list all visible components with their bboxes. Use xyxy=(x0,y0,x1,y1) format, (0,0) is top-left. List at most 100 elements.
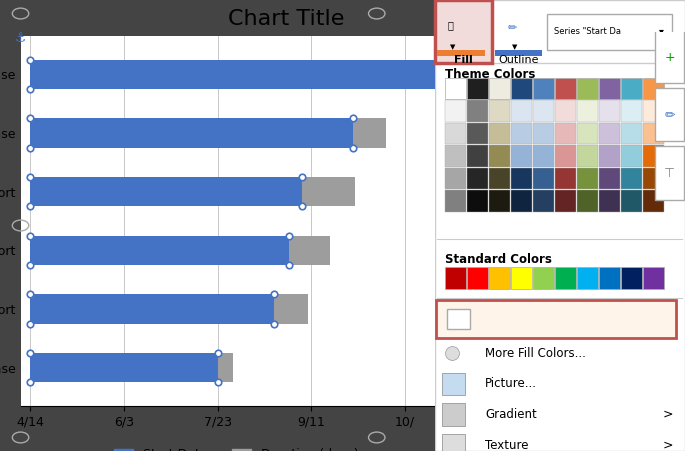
Bar xyxy=(443,434,465,451)
FancyBboxPatch shape xyxy=(599,123,620,144)
FancyBboxPatch shape xyxy=(599,145,620,167)
FancyBboxPatch shape xyxy=(643,123,664,144)
Point xyxy=(25,144,36,151)
Point xyxy=(25,350,36,357)
FancyBboxPatch shape xyxy=(489,168,510,189)
FancyBboxPatch shape xyxy=(511,145,532,167)
FancyBboxPatch shape xyxy=(489,78,510,99)
Point xyxy=(347,115,358,122)
FancyBboxPatch shape xyxy=(555,267,576,289)
FancyBboxPatch shape xyxy=(655,88,684,141)
Bar xyxy=(30,295,274,324)
Point xyxy=(297,173,308,180)
FancyBboxPatch shape xyxy=(599,78,620,99)
FancyBboxPatch shape xyxy=(447,309,470,329)
Text: ✏: ✏ xyxy=(664,109,675,122)
FancyBboxPatch shape xyxy=(489,123,510,144)
FancyBboxPatch shape xyxy=(511,168,532,189)
Text: +: + xyxy=(664,51,675,64)
Point xyxy=(212,350,223,357)
FancyBboxPatch shape xyxy=(577,123,598,144)
FancyBboxPatch shape xyxy=(555,100,576,122)
FancyBboxPatch shape xyxy=(533,123,554,144)
Text: 🪣: 🪣 xyxy=(447,20,453,30)
Text: ▼: ▼ xyxy=(512,44,518,51)
FancyBboxPatch shape xyxy=(555,190,576,212)
FancyBboxPatch shape xyxy=(511,78,532,99)
FancyBboxPatch shape xyxy=(577,78,598,99)
FancyBboxPatch shape xyxy=(643,78,664,99)
Point xyxy=(437,85,448,92)
FancyBboxPatch shape xyxy=(467,78,488,99)
FancyBboxPatch shape xyxy=(643,267,664,289)
FancyBboxPatch shape xyxy=(511,267,532,289)
Text: ⊤: ⊤ xyxy=(664,167,675,180)
FancyBboxPatch shape xyxy=(621,100,643,122)
Point xyxy=(25,232,36,239)
Text: >: > xyxy=(662,439,673,451)
Bar xyxy=(30,353,218,382)
Text: Chart Title: Chart Title xyxy=(228,9,345,29)
FancyBboxPatch shape xyxy=(621,123,643,144)
Point xyxy=(347,144,358,151)
Point xyxy=(25,262,36,269)
FancyBboxPatch shape xyxy=(467,267,488,289)
Text: Outline: Outline xyxy=(499,55,539,64)
FancyBboxPatch shape xyxy=(643,168,664,189)
FancyBboxPatch shape xyxy=(599,168,620,189)
FancyBboxPatch shape xyxy=(621,267,643,289)
Bar xyxy=(30,60,443,89)
FancyBboxPatch shape xyxy=(577,267,598,289)
FancyBboxPatch shape xyxy=(577,190,598,212)
Point xyxy=(25,173,36,180)
Text: Series "Start Da: Series "Start Da xyxy=(553,27,621,36)
Text: ▾: ▾ xyxy=(659,27,664,37)
FancyBboxPatch shape xyxy=(445,145,466,167)
FancyBboxPatch shape xyxy=(511,100,532,122)
Bar xyxy=(495,50,543,56)
FancyBboxPatch shape xyxy=(489,100,510,122)
FancyBboxPatch shape xyxy=(533,190,554,212)
Point xyxy=(25,320,36,327)
FancyBboxPatch shape xyxy=(435,0,493,63)
Text: Picture...: Picture... xyxy=(485,377,537,390)
FancyBboxPatch shape xyxy=(533,145,554,167)
FancyBboxPatch shape xyxy=(445,123,466,144)
FancyBboxPatch shape xyxy=(577,168,598,189)
FancyBboxPatch shape xyxy=(533,168,554,189)
Bar xyxy=(30,236,289,265)
FancyBboxPatch shape xyxy=(445,78,466,99)
FancyBboxPatch shape xyxy=(467,100,488,122)
Text: Texture: Texture xyxy=(485,439,529,451)
FancyBboxPatch shape xyxy=(655,30,684,83)
Bar xyxy=(438,50,485,56)
FancyBboxPatch shape xyxy=(577,100,598,122)
Text: Fill: Fill xyxy=(454,55,473,64)
FancyBboxPatch shape xyxy=(621,145,643,167)
Point xyxy=(25,56,36,63)
FancyBboxPatch shape xyxy=(511,190,532,212)
FancyBboxPatch shape xyxy=(533,267,554,289)
FancyBboxPatch shape xyxy=(489,190,510,212)
Point xyxy=(269,320,279,327)
FancyBboxPatch shape xyxy=(621,168,643,189)
FancyBboxPatch shape xyxy=(547,14,673,50)
FancyBboxPatch shape xyxy=(436,300,676,338)
Point xyxy=(284,262,295,269)
FancyBboxPatch shape xyxy=(489,145,510,167)
Text: >: > xyxy=(662,408,673,421)
Text: ⚓: ⚓ xyxy=(15,32,26,45)
Bar xyxy=(218,353,233,382)
Text: ✏: ✏ xyxy=(508,23,517,33)
Point xyxy=(269,291,279,298)
FancyBboxPatch shape xyxy=(599,267,620,289)
Point xyxy=(25,291,36,298)
Point xyxy=(25,85,36,92)
Bar xyxy=(289,236,330,265)
FancyBboxPatch shape xyxy=(643,145,664,167)
Bar xyxy=(30,118,353,147)
Text: Theme Colors: Theme Colors xyxy=(445,68,536,81)
FancyBboxPatch shape xyxy=(555,78,576,99)
Bar xyxy=(274,295,308,324)
FancyBboxPatch shape xyxy=(555,145,576,167)
